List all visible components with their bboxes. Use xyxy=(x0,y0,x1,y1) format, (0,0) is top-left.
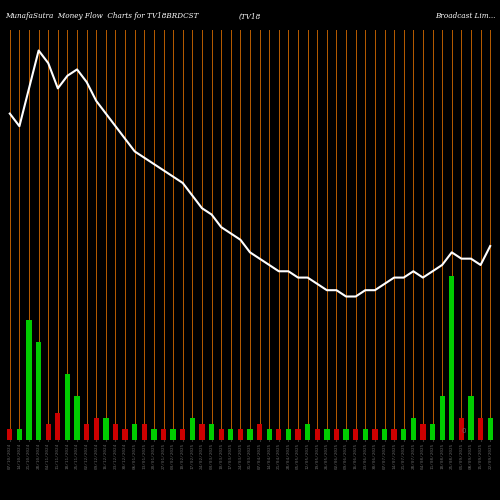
Bar xyxy=(103,418,108,440)
Bar xyxy=(218,429,224,440)
Bar xyxy=(55,412,60,440)
Bar xyxy=(392,429,397,440)
Bar xyxy=(478,418,483,440)
Bar xyxy=(362,429,368,440)
Text: 0: 0 xyxy=(462,428,466,434)
Bar xyxy=(382,429,387,440)
Text: Broadcast Lim...: Broadcast Lim... xyxy=(434,12,495,20)
Bar xyxy=(468,396,473,440)
Bar xyxy=(449,276,454,440)
Bar xyxy=(209,424,214,440)
Bar xyxy=(161,429,166,440)
Bar xyxy=(180,429,186,440)
Bar xyxy=(488,418,493,440)
Bar xyxy=(372,429,378,440)
Bar xyxy=(314,429,320,440)
Bar xyxy=(26,320,32,440)
Bar xyxy=(266,429,272,440)
Bar xyxy=(74,396,80,440)
Bar xyxy=(276,429,281,440)
Bar xyxy=(458,418,464,440)
Text: (TV18: (TV18 xyxy=(239,12,261,20)
Bar xyxy=(430,424,435,440)
Bar xyxy=(420,424,426,440)
Bar xyxy=(334,429,339,440)
Bar xyxy=(344,429,348,440)
Bar xyxy=(36,342,42,440)
Bar xyxy=(410,418,416,440)
Bar xyxy=(353,429,358,440)
Bar xyxy=(142,424,147,440)
Bar xyxy=(132,424,138,440)
Bar xyxy=(324,429,330,440)
Bar xyxy=(296,429,300,440)
Bar xyxy=(113,424,118,440)
Bar xyxy=(46,424,51,440)
Bar xyxy=(238,429,243,440)
Bar xyxy=(305,424,310,440)
Bar xyxy=(170,429,176,440)
Bar xyxy=(152,429,156,440)
Bar xyxy=(190,418,195,440)
Bar xyxy=(17,429,22,440)
Bar xyxy=(286,429,291,440)
Bar xyxy=(401,429,406,440)
Bar xyxy=(440,396,445,440)
Bar xyxy=(65,374,70,440)
Bar xyxy=(122,429,128,440)
Text: MunafaSutra  Money Flow  Charts for TV18BRDCST: MunafaSutra Money Flow Charts for TV18BR… xyxy=(5,12,198,20)
Bar xyxy=(257,424,262,440)
Bar xyxy=(248,429,252,440)
Bar xyxy=(7,429,12,440)
Bar xyxy=(200,424,204,440)
Bar xyxy=(228,429,234,440)
Bar xyxy=(84,424,89,440)
Bar xyxy=(94,418,99,440)
